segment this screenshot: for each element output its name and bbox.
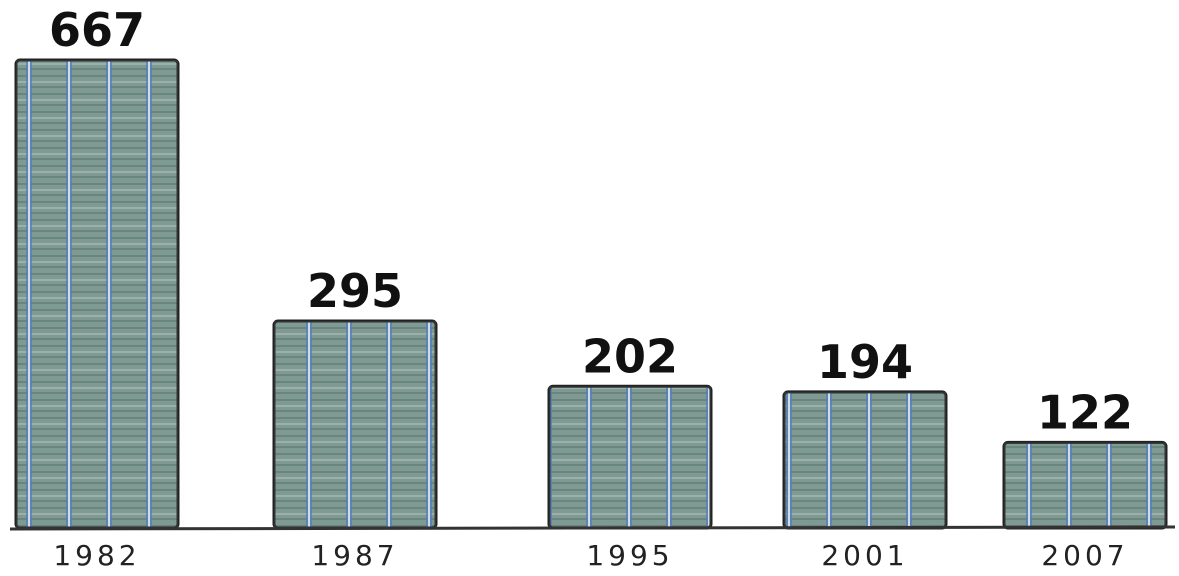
bar-tint bbox=[16, 60, 178, 528]
value-label: 202 bbox=[582, 329, 678, 383]
x-tick-label: 1982 bbox=[53, 539, 140, 572]
value-label: 667 bbox=[49, 3, 145, 57]
baseline bbox=[9, 525, 1176, 531]
plot-area: 667 1982 295 1987 202 1995 194 2001 122 2007 bbox=[14, 3, 1168, 572]
bar-tint bbox=[274, 321, 436, 528]
bar-tint bbox=[549, 386, 711, 528]
value-label: 122 bbox=[1037, 385, 1133, 439]
bar-tint bbox=[1004, 442, 1166, 528]
x-tick-label: 1995 bbox=[586, 539, 673, 572]
x-tick-label: 2001 bbox=[821, 539, 908, 572]
x-tick-label: 2007 bbox=[1041, 539, 1128, 572]
value-label: 295 bbox=[307, 264, 403, 318]
value-label: 194 bbox=[817, 335, 913, 389]
x-tick-label: 1987 bbox=[311, 539, 398, 572]
bar-tint bbox=[784, 391, 946, 528]
